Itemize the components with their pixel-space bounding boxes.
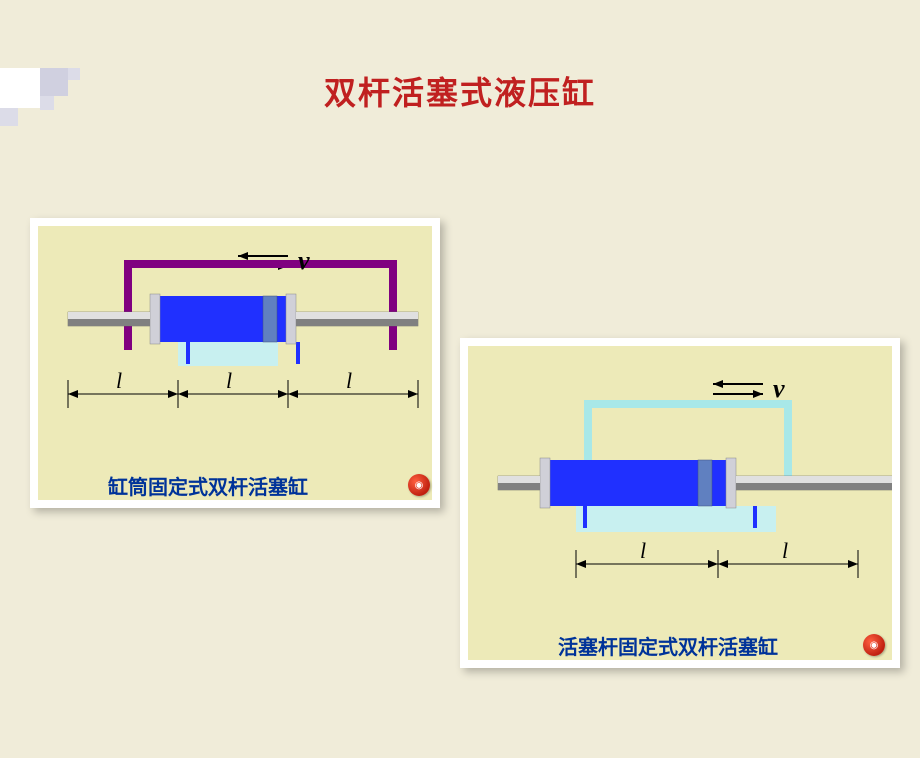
diagram-panel-cylinder-fixed: l l l v 缸筒固定式双杆活塞缸 ◉ [30,218,440,508]
velocity-label-left: v [298,246,310,276]
corner-decoration [0,68,140,128]
caption-right: 活塞杆固定式双杆活塞缸 [558,631,778,660]
badge-icon: ◉ [408,474,430,496]
velocity-label-right: v [773,374,785,404]
svg-text:l: l [226,368,232,393]
diagram-svg-right: ll [468,346,892,660]
svg-text:l: l [346,368,352,393]
diagram-panel-rod-fixed: ll v 活塞杆固定式双杆活塞缸 ◉ [460,338,900,668]
svg-text:l: l [782,538,788,563]
svg-text:l: l [640,538,646,563]
caption-left: 缸筒固定式双杆活塞缸 [108,471,308,500]
diagram-inner-right: ll v 活塞杆固定式双杆活塞缸 ◉ [468,346,892,660]
diagram-svg-left: lll [38,226,432,500]
diagram-inner-left: l l l v 缸筒固定式双杆活塞缸 ◉ [38,226,432,500]
badge-icon: ◉ [863,634,885,656]
svg-text:l: l [116,368,122,393]
